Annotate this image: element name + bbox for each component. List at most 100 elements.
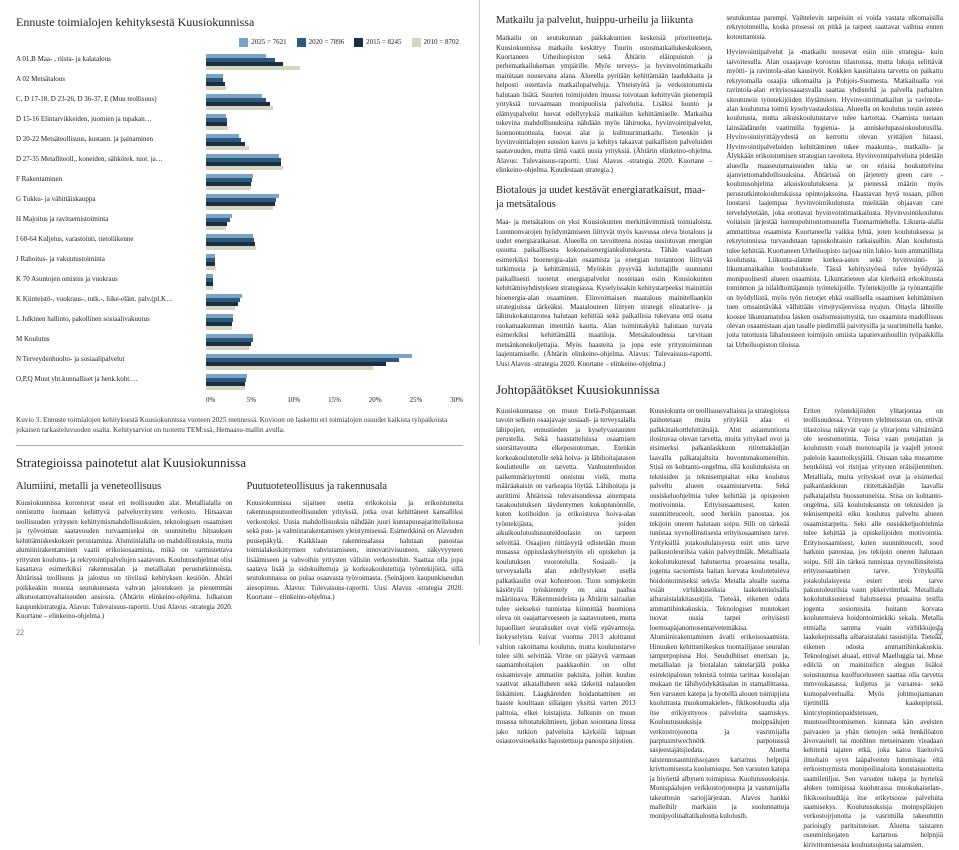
bar-segment <box>206 166 283 170</box>
right-bottom-columns: Kuusiokunnassa on muun Etelä-Pohjanmaan … <box>496 407 943 850</box>
bar-row: D 27-35 Metalliteoll., koneiden, sähköte… <box>16 154 463 170</box>
bar-stack <box>206 214 463 230</box>
bar-label: D 15-16 Elintarvikkeiden, juomien ja tup… <box>16 114 206 123</box>
right-bottom-c2: Kuusiokunta on teollisuusvaltaista ja st… <box>650 407 790 850</box>
bar-stack <box>206 274 463 290</box>
bar-label: F Rakentaminen <box>16 174 206 183</box>
chart-title: Ennuste toimialojen kehityksestä Kuusiok… <box>16 14 463 30</box>
bar-segment <box>206 286 213 290</box>
bar-segment <box>206 126 228 130</box>
bar-label: K Kiinteistö-, vuokraus-, tutk.-, liike-… <box>16 294 206 303</box>
bar-label: N Terveydenhuolto- ja sosiaalipalvelut <box>16 354 206 363</box>
bar-label: M Koulutus <box>16 334 206 343</box>
right-topcol2-p2: Hyvinvointipalvelut ja -matkailu nouseva… <box>727 48 944 350</box>
bar-row: C, D 17-18, D 23-26, D 36-37, E (Muu teo… <box>16 94 463 110</box>
bar-row: D 20-22 Metsäteollisuus, kustann. ja pai… <box>16 134 463 150</box>
axis-tick: 10% <box>287 396 328 405</box>
bar-row: H Majoitus ja ravitsemistoiminta <box>16 214 463 230</box>
legend-item: 2020 = 7896 <box>297 38 344 47</box>
page-right: Matkailu ja palvelut, huippu-urheilu ja … <box>480 0 959 645</box>
chart: 2025 = 7621 2020 = 7896 2015 = 8245 2010 = … <box>16 38 463 405</box>
strategy-heading: Strategioissa painotetut alat Kuusiokunn… <box>16 454 463 472</box>
bar-stack <box>206 154 463 170</box>
chart-axis: 0%5%10%15%20%25%30% <box>16 396 463 405</box>
col2-body: Kuusiokunnissa sijaitsee useita erikokoi… <box>247 499 464 603</box>
axis-tick: 30% <box>450 396 463 405</box>
bar-stack <box>206 354 463 370</box>
bar-stack <box>206 334 463 350</box>
bar-label: D 27-35 Metalliteoll., koneiden, sähköte… <box>16 154 206 163</box>
bar-row: J Rahoitus- ja vakuutustoiminta <box>16 254 463 270</box>
bar-row: K 70 Asuntojen omistus ja vuokraus <box>16 274 463 290</box>
chart-legend: 2025 = 7621 2020 = 7896 2015 = 8245 2010 = … <box>16 38 463 47</box>
bar-segment <box>206 66 300 70</box>
bar-segment <box>206 206 273 210</box>
axis-tick: 20% <box>369 396 410 405</box>
col2-heading: Puutuoteteollisuus ja rakennusala <box>247 480 464 494</box>
bar-label: O,P,Q Muut yht.kunnalliset ja henk.koht.… <box>16 374 206 383</box>
axis-tick: 5% <box>247 396 288 405</box>
bar-row: A 02 Metsätalous <box>16 74 463 90</box>
bar-stack <box>206 114 463 130</box>
bar-stack <box>206 314 463 330</box>
bar-segment <box>206 346 249 350</box>
bar-label: A 01,B Maa- , riista- ja kalatalous <box>16 54 206 63</box>
bar-row: A 01,B Maa- , riista- ja kalatalous <box>16 54 463 70</box>
axis-tick: 25% <box>409 396 450 405</box>
bar-segment <box>206 186 251 190</box>
legend-swatch <box>239 38 248 47</box>
bar-label: H Majoitus ja ravitsemistoiminta <box>16 214 206 223</box>
bar-stack <box>206 74 463 90</box>
bar-label: K 70 Asuntojen omistus ja vuokraus <box>16 274 206 283</box>
legend-label: 2010 = 8702 <box>424 38 459 47</box>
bar-stack <box>206 54 463 70</box>
bar-stack <box>206 134 463 150</box>
bar-stack <box>206 234 463 250</box>
col1-body: Kuusiokunnissa korostuvat useat eri teol… <box>16 499 233 622</box>
legend-label: 2015 = 8245 <box>366 38 401 47</box>
bar-stack <box>206 94 463 110</box>
bar-row: N Terveydenhuolto- ja sosiaalipalvelut <box>16 354 463 370</box>
bar-row: K Kiinteistö-, vuokraus-, tutk.-, liike-… <box>16 294 463 310</box>
legend-item: 2010 = 8702 <box>412 38 459 47</box>
bar-label: G Tukku- ja vähittäiskauppa <box>16 194 206 203</box>
axis-tick: 0% <box>206 396 247 405</box>
legend-swatch <box>297 38 306 47</box>
page-left: Ennuste toimialojen kehityksestä Kuusiok… <box>0 0 480 645</box>
bar-row: F Rakentaminen <box>16 174 463 190</box>
bar-stack <box>206 174 463 190</box>
divider <box>16 445 463 446</box>
page-number-right: 23 <box>935 628 943 639</box>
bar-segment <box>206 106 273 110</box>
bar-segment <box>206 306 235 310</box>
bar-label: A 02 Metsätalous <box>16 74 206 83</box>
bar-row: M Koulutus <box>16 334 463 350</box>
bar-segment <box>206 226 226 230</box>
bar-stack <box>206 374 463 390</box>
right-top1-heading: Matkailu ja palvelut, huippu-urheilu ja … <box>496 14 713 28</box>
right-top1-body: Matkailu on seutukunnan paikkakuntien ke… <box>496 34 713 176</box>
col1-heading: Alumiini, metalli ja veneteollisuus <box>16 480 233 494</box>
bar-stack <box>206 254 463 270</box>
right-bottom-c1: Kuusiokunnassa on muun Etelä-Pohjanmaan … <box>496 407 636 850</box>
left-columns: Alumiini, metalli ja veneteollisuus Kuus… <box>16 480 463 622</box>
chart-caption: Kuvio 3. Ennuste toimialojen kehityksest… <box>16 415 463 435</box>
bar-stack <box>206 294 463 310</box>
chart-bars: A 01,B Maa- , riista- ja kalatalous A 02 … <box>16 54 463 393</box>
bar-stack <box>206 194 463 210</box>
page-number-left: 22 <box>16 628 24 639</box>
right-top2-body: Maa- ja metsätalous on yksi Kuusiokunten… <box>496 218 713 369</box>
bar-segment <box>206 266 216 270</box>
right-top2-heading: Biotalous ja uudet kestävät energiaratka… <box>496 184 713 212</box>
bar-row: O,P,Q Muut yht.kunnalliset ja henk.koht.… <box>16 374 463 390</box>
bar-row: G Tukku- ja vähittäiskauppa <box>16 194 463 210</box>
legend-label: 2020 = 7896 <box>309 38 344 47</box>
legend-swatch <box>412 38 421 47</box>
right-bottom-c3: Eriten työntekijöiden ylitarjontaa on te… <box>803 407 943 850</box>
bar-segment <box>206 366 373 370</box>
bar-row: D 15-16 Elintarvikkeiden, juomien ja tup… <box>16 114 463 130</box>
legend-item: 2025 = 7621 <box>239 38 286 47</box>
right-top-columns: Matkailu ja palvelut, huippu-urheilu ja … <box>496 14 943 369</box>
legend-swatch <box>354 38 363 47</box>
bar-segment <box>206 246 256 250</box>
